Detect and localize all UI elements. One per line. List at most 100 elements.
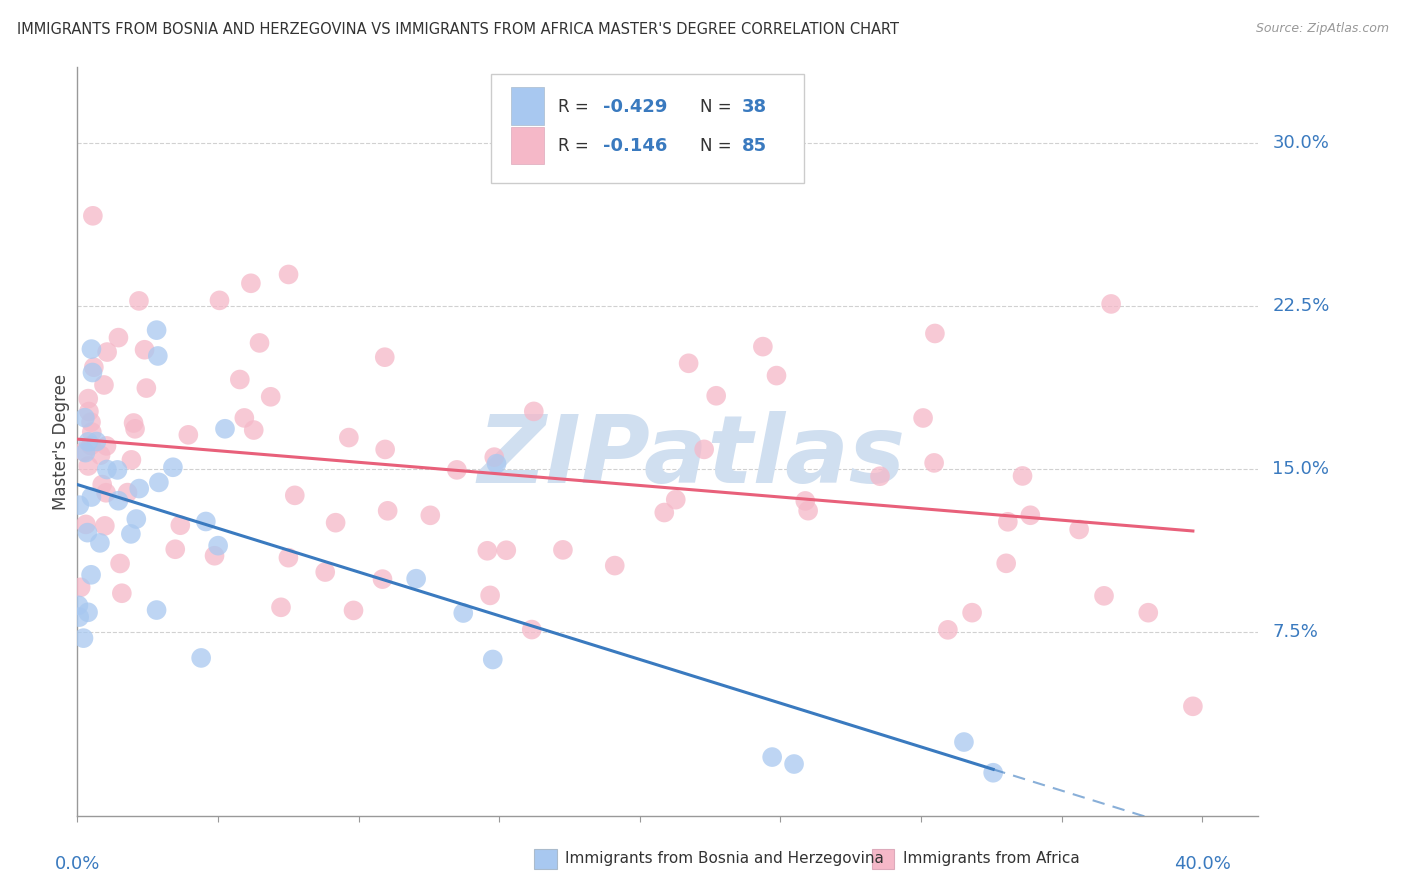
- Point: [73, 444, 96, 458]
- Point: [1137, 606, 1160, 620]
- Point: [693, 442, 716, 457]
- Point: [128, 293, 150, 308]
- Point: [80, 342, 103, 356]
- Point: [96, 439, 118, 453]
- Point: [374, 442, 396, 457]
- Text: -0.146: -0.146: [603, 137, 668, 155]
- Point: [80, 425, 103, 439]
- Point: [120, 527, 142, 541]
- Point: [135, 381, 157, 395]
- Point: [207, 539, 229, 553]
- Text: ZIPatlas: ZIPatlas: [478, 410, 905, 502]
- Point: [704, 389, 727, 403]
- Point: [995, 557, 1018, 571]
- Point: [270, 600, 292, 615]
- Point: [485, 457, 508, 471]
- Point: [77, 392, 100, 406]
- Point: [761, 750, 783, 764]
- Point: [284, 488, 307, 502]
- Point: [277, 550, 299, 565]
- Point: [208, 293, 231, 308]
- Point: [752, 340, 775, 354]
- Text: 40.0%: 40.0%: [1174, 855, 1230, 873]
- Point: [523, 404, 546, 418]
- Point: [67, 498, 90, 512]
- Point: [325, 516, 347, 530]
- Point: [371, 572, 394, 586]
- Point: [77, 605, 100, 619]
- Point: [148, 475, 170, 490]
- Point: [229, 372, 252, 386]
- Point: [912, 411, 935, 425]
- FancyBboxPatch shape: [491, 74, 804, 183]
- Point: [77, 434, 100, 449]
- Point: [80, 438, 103, 452]
- Point: [190, 651, 212, 665]
- Point: [603, 558, 626, 573]
- Point: [233, 411, 256, 425]
- Point: [981, 765, 1004, 780]
- Point: [783, 757, 806, 772]
- Point: [551, 542, 574, 557]
- FancyBboxPatch shape: [510, 127, 544, 164]
- Point: [678, 356, 700, 370]
- Point: [652, 506, 675, 520]
- Point: [214, 422, 236, 436]
- Point: [277, 268, 299, 282]
- Point: [1019, 508, 1042, 523]
- Point: [128, 482, 150, 496]
- Point: [107, 493, 129, 508]
- Point: [125, 512, 148, 526]
- Point: [960, 606, 983, 620]
- Point: [162, 460, 184, 475]
- Text: Source: ZipAtlas.com: Source: ZipAtlas.com: [1256, 22, 1389, 36]
- Text: N =: N =: [700, 137, 737, 155]
- FancyBboxPatch shape: [510, 87, 544, 125]
- Point: [67, 599, 90, 613]
- Point: [107, 330, 129, 344]
- Point: [96, 462, 118, 476]
- Point: [91, 477, 114, 491]
- Point: [451, 606, 474, 620]
- Point: [446, 463, 468, 477]
- Point: [1011, 469, 1033, 483]
- Point: [204, 549, 226, 563]
- Point: [477, 543, 499, 558]
- Text: 30.0%: 30.0%: [1272, 134, 1329, 152]
- Point: [419, 508, 441, 523]
- Text: 7.5%: 7.5%: [1272, 623, 1319, 640]
- Point: [922, 456, 945, 470]
- Point: [374, 350, 396, 364]
- Point: [94, 519, 117, 533]
- Point: [111, 586, 134, 600]
- Point: [924, 326, 946, 341]
- Point: [73, 410, 96, 425]
- Point: [75, 517, 97, 532]
- Point: [481, 652, 503, 666]
- Point: [82, 209, 104, 223]
- Point: [124, 422, 146, 436]
- Point: [122, 416, 145, 430]
- Point: [165, 542, 187, 557]
- Text: IMMIGRANTS FROM BOSNIA AND HERZEGOVINA VS IMMIGRANTS FROM AFRICA MASTER'S DEGREE: IMMIGRANTS FROM BOSNIA AND HERZEGOVINA V…: [17, 22, 898, 37]
- Point: [90, 448, 112, 462]
- Point: [337, 431, 360, 445]
- Text: 22.5%: 22.5%: [1272, 297, 1330, 315]
- Text: N =: N =: [700, 97, 737, 116]
- Text: -0.429: -0.429: [603, 97, 668, 116]
- Point: [83, 360, 105, 375]
- Point: [479, 588, 502, 602]
- Y-axis label: Master's Degree: Master's Degree: [52, 374, 70, 509]
- Point: [169, 518, 191, 533]
- Point: [146, 349, 169, 363]
- Point: [67, 610, 90, 624]
- Point: [93, 378, 115, 392]
- Point: [377, 504, 399, 518]
- Point: [80, 490, 103, 504]
- Point: [86, 434, 108, 449]
- Point: [1181, 699, 1204, 714]
- Point: [117, 485, 139, 500]
- Point: [1092, 589, 1115, 603]
- Point: [194, 515, 217, 529]
- Point: [520, 623, 543, 637]
